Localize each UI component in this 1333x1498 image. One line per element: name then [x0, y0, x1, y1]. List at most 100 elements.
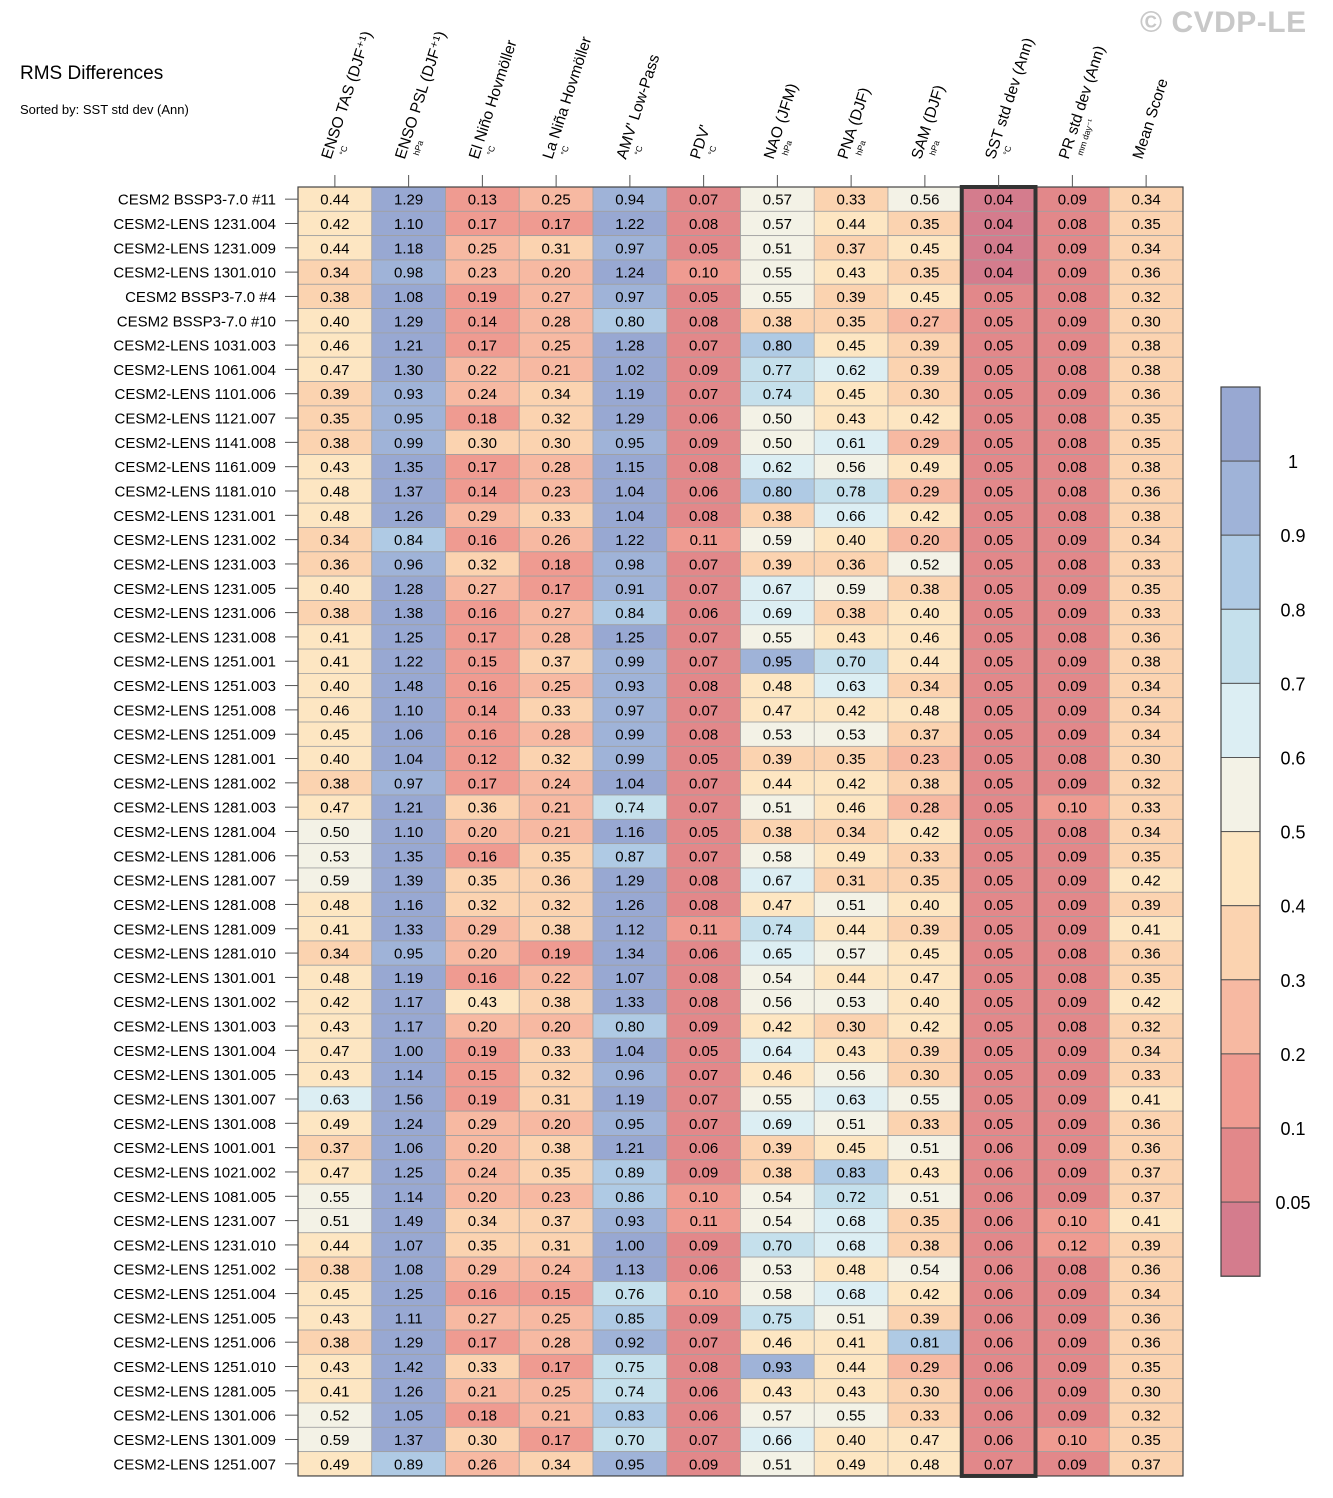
cell-value: 0.05: [984, 1067, 1013, 1084]
cell-value: 0.45: [910, 946, 939, 963]
row-label: CESM2-LENS 1231.006: [113, 605, 276, 622]
cell-value: 0.05: [984, 921, 1013, 938]
heatmap-cell: [592, 916, 668, 942]
cell-value: 0.09: [1058, 1408, 1087, 1425]
cell-value: 0.21: [542, 1408, 571, 1425]
cell-value: 0.43: [910, 1164, 939, 1181]
heatmap-cell: [887, 405, 963, 431]
cell-value: 0.39: [910, 338, 939, 355]
cell-value: 0.38: [1132, 338, 1161, 355]
cell-value: 0.44: [837, 216, 866, 233]
heatmap-cell: [887, 697, 963, 723]
heatmap-cell: [740, 697, 815, 723]
cell-value: 0.34: [1132, 727, 1161, 744]
heatmap-cell: [740, 332, 815, 358]
cell-value: 0.83: [615, 1408, 644, 1425]
cell-value: 0.36: [1132, 484, 1161, 501]
cell-value: 0.58: [763, 1286, 792, 1303]
heatmap-cell: [666, 1305, 741, 1331]
cell-value: 0.35: [542, 1164, 571, 1181]
cell-value: 0.08: [1058, 751, 1087, 768]
heatmap-cell: [813, 235, 889, 261]
heatmap-cell: [887, 1135, 963, 1161]
cell-value: 1.13: [615, 1262, 644, 1279]
cell-value: 0.46: [763, 1067, 792, 1084]
cell-value: 0.06: [689, 605, 718, 622]
cell-value: 1.25: [394, 1164, 423, 1181]
heatmap-cell: [1108, 964, 1184, 990]
heatmap-cell: [813, 891, 889, 918]
heatmap-cell: [666, 1208, 741, 1234]
heatmap-cell: [887, 429, 963, 455]
chart-subtitle: Sorted by: SST std dev (Ann): [20, 102, 189, 117]
heatmap-cell: [666, 989, 741, 1015]
row-label: CESM2-LENS 1281.008: [113, 897, 276, 914]
cell-value: 0.07: [689, 654, 718, 671]
cell-value: 0.09: [1058, 654, 1087, 671]
row-label: CESM2-LENS 1281.010: [113, 946, 276, 963]
heatmap-cell: [887, 332, 963, 358]
cell-value: 0.05: [984, 1092, 1013, 1109]
cell-value: 0.74: [615, 800, 644, 817]
cell-value: 0.16: [468, 605, 497, 622]
cell-value: 0.25: [542, 678, 571, 695]
heatmap-cell: [297, 283, 373, 309]
cell-value: 0.35: [1132, 1432, 1161, 1449]
heatmap-cell: [592, 1208, 668, 1234]
row-label: CESM2-LENS 1161.009: [115, 459, 276, 476]
cell-value: 0.36: [1132, 1262, 1161, 1279]
cell-value: 0.30: [910, 1383, 939, 1400]
cell-value: 0.24: [468, 386, 497, 403]
cell-value: 0.09: [1058, 702, 1087, 719]
cell-value: 0.09: [1058, 1092, 1087, 1109]
heatmap-cell: [371, 964, 446, 990]
heatmap-cell: [297, 697, 373, 723]
cell-value: 0.59: [763, 532, 792, 549]
heatmap-cell: [445, 794, 520, 820]
heatmap-cell: [592, 624, 668, 650]
heatmap-cell: [1035, 770, 1110, 796]
cell-value: 0.42: [910, 1286, 939, 1303]
heatmap-cell: [740, 1086, 815, 1112]
cell-value: 0.09: [1058, 727, 1087, 744]
heatmap-cell: [813, 648, 889, 674]
heatmap-cell: [297, 381, 373, 407]
heatmap-cell: [371, 1402, 446, 1428]
heatmap-cell: [961, 1378, 1036, 1404]
heatmap-cell: [813, 1232, 889, 1258]
cell-value: 1.26: [394, 1383, 423, 1400]
heatmap-cell: [445, 527, 520, 553]
cell-value: 0.36: [1132, 265, 1161, 282]
heatmap-cell: [961, 1305, 1036, 1331]
cell-value: 0.38: [1132, 362, 1161, 379]
cell-value: 0.84: [615, 605, 644, 622]
cell-value: 0.08: [1058, 1019, 1087, 1036]
cell-value: 0.22: [468, 362, 497, 379]
heatmap-cell: [592, 308, 668, 334]
cell-value: 0.56: [910, 192, 939, 209]
cell-value: 0.19: [468, 1092, 497, 1109]
cell-value: 0.08: [1058, 556, 1087, 573]
cell-value: 0.12: [1058, 1237, 1087, 1254]
cell-value: 0.36: [1132, 629, 1161, 646]
cell-value: 0.07: [689, 338, 718, 355]
heatmap-cell: [445, 356, 520, 382]
cell-value: 0.34: [542, 386, 571, 403]
cell-value: 1.38: [394, 605, 423, 622]
heatmap-cell: [887, 551, 963, 577]
cell-value: 0.40: [320, 751, 349, 768]
column-unit: hPa: [927, 139, 941, 157]
cell-value: 1.26: [615, 897, 644, 914]
cell-value: 0.41: [320, 921, 349, 938]
cell-value: 0.08: [1058, 362, 1087, 379]
heatmap-cell: [666, 1013, 741, 1039]
cell-value: 0.17: [468, 629, 497, 646]
cell-value: 0.38: [542, 921, 571, 938]
cell-value: 0.05: [689, 751, 718, 768]
heatmap-cell: [297, 1062, 373, 1088]
heatmap-cell: [297, 843, 373, 869]
heatmap-cell: [666, 721, 741, 747]
heatmap-cell: [813, 867, 889, 893]
heatmap-cell: [887, 940, 963, 966]
cell-value: 0.28: [542, 727, 571, 744]
